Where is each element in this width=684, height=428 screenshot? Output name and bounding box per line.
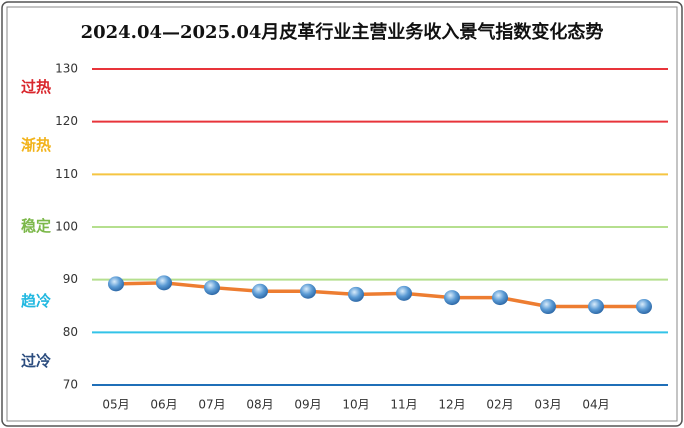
x-tick-label: 07月 [198,398,225,412]
x-tick-label: 03月 [534,398,561,412]
x-tick-label: 11月 [390,398,417,412]
x-tick-label: 02月 [486,398,513,412]
x-tick-label: 12月 [438,398,465,412]
point [156,275,172,291]
y-tick-label: 100 [55,220,78,234]
y-tick-label: 110 [55,167,78,181]
band-label: 渐热 [21,136,51,154]
x-tick-label: 09月 [294,398,321,412]
point [204,280,220,296]
point [108,276,124,292]
y-tick-label: 80 [63,325,78,339]
x-tick-label: 08月 [246,398,273,412]
point [588,299,604,315]
y-tick-label: 120 [55,114,78,128]
x-tick-label: 05月 [102,398,129,412]
y-tick-label: 90 [63,272,78,286]
point [444,290,460,306]
inner-frame [6,6,678,422]
band-label: 过冷 [21,352,51,370]
x-tick-label: 06月 [150,398,177,412]
x-tick-label: 04月 [582,398,609,412]
band-label: 稳定 [21,217,51,235]
chart-title: 2024.04—2025.04月皮革行业主营业务收入景气指数变化态势 [81,21,604,43]
y-tick-label: 130 [55,62,78,76]
x-tick-label: 10月 [342,398,369,412]
point [396,285,412,301]
point [540,299,556,315]
point [492,290,508,306]
point [252,283,268,299]
band-label: 趋冷 [21,292,51,310]
point [348,286,364,302]
point [636,299,652,315]
y-tick-label: 70 [63,378,78,392]
band-label: 过热 [21,78,51,96]
point [300,283,316,299]
